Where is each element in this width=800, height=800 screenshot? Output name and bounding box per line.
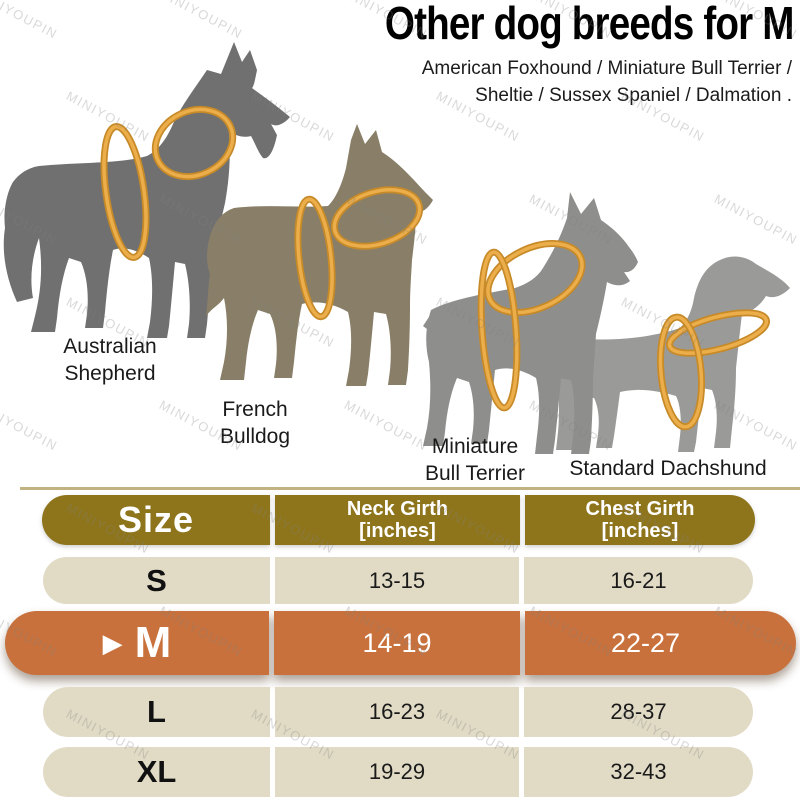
bull-terrier-chest-girth-ring <box>477 248 521 412</box>
dog-silhouette-australian-shepherd <box>0 40 292 346</box>
row-s-neck-cell: 13-15 <box>275 557 519 604</box>
header-chest-girth-line2: [inches] <box>601 520 679 542</box>
label-australian-shepherd: Australian Shepherd <box>45 333 175 387</box>
table-row-size-xl: XL 19-29 32-43 <box>43 747 753 797</box>
header-cell-chest-girth: Chest Girth [inches] <box>525 495 755 545</box>
row-xl-neck-cell: 19-29 <box>275 747 519 797</box>
label-standard-dachshund-line1: Standard Dachshund <box>569 457 767 480</box>
row-m-chest-value: 22-27 <box>610 627 681 658</box>
dog-silhouette-standard-dachshund <box>550 250 795 460</box>
row-xl-neck-value: 19-29 <box>368 759 426 784</box>
row-s-chest-value: 16-21 <box>610 567 667 593</box>
label-miniature-bull-terrier-line2: Bull Terrier <box>425 462 525 485</box>
header-chest-girth-line1: Chest Girth <box>585 498 695 520</box>
shepherd-svg <box>3 42 291 338</box>
watermark: MINIYOUPIN <box>0 0 61 42</box>
row-m-neck-cell: 14-19 <box>274 611 520 675</box>
row-s-neck-value: 13-15 <box>368 567 426 593</box>
header-neck-girth-label: Neck Girth [inches] <box>347 498 448 542</box>
row-l-size-label: L <box>147 694 166 729</box>
table-row-size-l: L 16-23 28-37 <box>43 687 753 737</box>
bull-terrier-svg <box>423 192 638 454</box>
row-m-size-cell: ▶ M <box>5 611 269 675</box>
row-l-chest-value: 28-37 <box>610 699 667 724</box>
label-standard-dachshund: Standard Dachshund <box>563 455 773 482</box>
row-xl-size-cell: XL <box>43 747 270 797</box>
dog-silhouette-french-bulldog <box>200 122 435 392</box>
row-l-neck-value: 16-23 <box>368 699 426 724</box>
dachshund-neck-girth-ring <box>666 309 770 357</box>
header-cell-size: Size <box>42 495 270 545</box>
label-miniature-bull-terrier-line1: Miniature <box>431 435 519 458</box>
shepherd-neck-girth-ring <box>151 105 237 181</box>
table-row-size-m-selected: ▶ M 14-19 22-27 <box>5 611 796 675</box>
page-title: Other dog breeds for M <box>385 0 795 49</box>
row-xl-chest-value: 32-43 <box>610 759 667 784</box>
row-m-chest-cell: 22-27 <box>525 611 796 675</box>
breed-subtitle-line2: Sheltie / Sussex Spaniel / Dalmation . <box>475 85 792 106</box>
table-row-size-s: S 13-15 16-21 <box>43 557 753 604</box>
label-french-bulldog-line1: French <box>222 398 288 421</box>
bull-terrier-neck-girth-ring <box>484 240 586 316</box>
dachshund-body <box>551 256 790 452</box>
header-size-label: Size <box>117 499 195 540</box>
row-xl-size-label: XL <box>136 754 177 789</box>
watermark: MINIYOUPIN <box>0 397 61 454</box>
label-australian-shepherd-line1: Australian <box>63 335 157 358</box>
header-cell-neck-girth: Neck Girth [inches] <box>275 495 520 545</box>
shepherd-chest-girth-ring <box>100 123 150 261</box>
breed-subtitle: American Foxhound / Miniature Bull Terri… <box>422 55 792 109</box>
row-s-chest-cell: 16-21 <box>524 557 753 604</box>
label-french-bulldog: French Bulldog <box>200 396 310 450</box>
row-l-neck-cell: 16-23 <box>275 687 519 737</box>
bulldog-chest-girth-ring <box>294 195 336 321</box>
dog-silhouette-miniature-bull-terrier <box>415 188 645 460</box>
row-l-size-cell: L <box>43 687 270 737</box>
bull-terrier-body <box>423 192 638 454</box>
header-chest-girth-label: Chest Girth [inches] <box>586 498 695 542</box>
row-m-size-label: M <box>134 618 172 667</box>
label-french-bulldog-line2: Bulldog <box>219 425 291 448</box>
selected-arrow-icon: ▶ <box>102 627 123 658</box>
row-xl-chest-cell: 32-43 <box>524 747 753 797</box>
row-m-neck-value: 14-19 <box>362 627 432 658</box>
header-neck-girth-line1: Neck Girth <box>346 498 449 520</box>
watermark: MINIYOUPIN <box>711 191 800 248</box>
row-l-chest-cell: 28-37 <box>524 687 753 737</box>
label-australian-shepherd-line2: Shepherd <box>64 362 156 385</box>
table-top-rule <box>20 487 800 490</box>
watermark: MINIYOUPIN <box>156 0 246 42</box>
label-miniature-bull-terrier: Miniature Bull Terrier <box>413 433 537 487</box>
row-s-size-cell: S <box>43 557 270 604</box>
breed-subtitle-line1: American Foxhound / Miniature Bull Terri… <box>421 58 792 79</box>
bulldog-svg <box>206 124 433 386</box>
row-s-size-label: S <box>146 562 167 598</box>
bulldog-body <box>206 124 433 386</box>
dachshund-chest-girth-ring <box>657 313 705 431</box>
dachshund-svg <box>551 256 790 452</box>
bulldog-neck-girth-ring <box>330 186 424 250</box>
header-neck-girth-line2: [inches] <box>359 520 436 542</box>
table-header-row: Size Neck Girth [inches] Chest Girth [in… <box>42 495 755 545</box>
